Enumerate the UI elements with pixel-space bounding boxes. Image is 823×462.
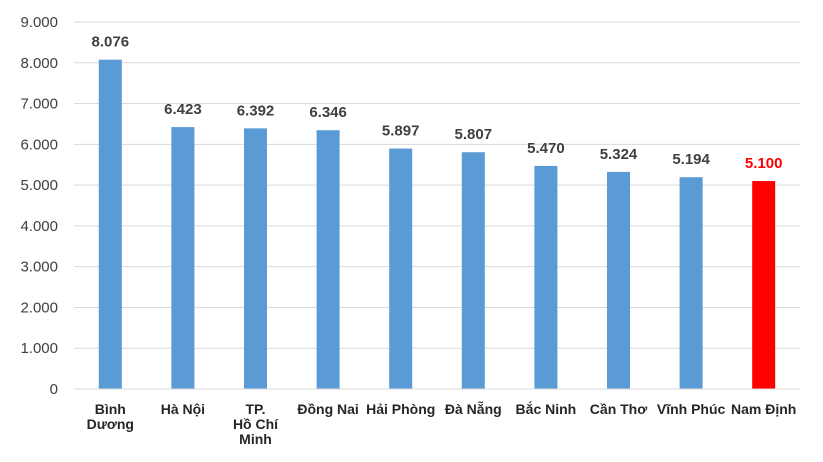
data-label: 5.470 xyxy=(527,140,565,157)
bar xyxy=(534,165,558,389)
x-tick-label: Bắc Ninh xyxy=(516,400,577,417)
bars xyxy=(98,59,776,390)
x-tick-label: Hà Nội xyxy=(161,401,205,417)
x-tick-label: Vĩnh Phúc xyxy=(657,401,726,417)
x-tick-label: Đà Nẵng xyxy=(445,400,502,417)
bar xyxy=(461,152,485,389)
y-tick-label: 0 xyxy=(50,381,58,398)
x-axis: Bình Dương Hà Nội TP. Hồ Chí Minh Đồng Nai Hải … xyxy=(74,388,800,447)
bar xyxy=(244,128,267,389)
bar xyxy=(752,181,776,389)
bar xyxy=(98,59,122,390)
data-label: 8.076 xyxy=(92,34,130,51)
y-tick-label: 9.000 xyxy=(20,14,58,31)
data-label: 5.100 xyxy=(745,155,783,172)
bar xyxy=(679,177,703,389)
x-tick-label: TP. Hồ Chí Minh xyxy=(233,401,279,447)
y-tick-label: 4.000 xyxy=(20,218,58,235)
bar xyxy=(316,130,340,389)
y-tick-label: 7.000 xyxy=(20,96,58,113)
x-tick-label: Hải Phòng xyxy=(366,401,435,417)
y-tick-label: 2.000 xyxy=(20,299,58,316)
data-label: 6.392 xyxy=(237,102,275,119)
x-tick-label: Bình Dương xyxy=(87,401,134,432)
data-label: 5.897 xyxy=(382,123,420,140)
y-tick-label: 3.000 xyxy=(20,259,58,276)
bar xyxy=(607,171,630,389)
bar xyxy=(389,148,413,389)
x-tick-label: Đồng Nai xyxy=(297,401,358,417)
x-tick-label: Nam Định xyxy=(731,401,796,417)
data-label: 6.423 xyxy=(164,101,202,118)
gridlines xyxy=(74,21,800,349)
data-label: 6.346 xyxy=(309,104,347,121)
data-label: 5.194 xyxy=(672,151,710,168)
data-labels: 8.076 6.423 6.392 6.346 5.897 5.807 5.470 5.324… xyxy=(92,34,783,172)
y-axis: 0 1.000 2.000 3.000 4.000 5.000 6.000 7.000 8.00… xyxy=(20,14,58,398)
y-tick-label: 8.000 xyxy=(20,55,58,72)
bar xyxy=(171,127,195,389)
y-tick-label: 5.000 xyxy=(20,177,58,194)
data-label: 5.807 xyxy=(455,126,493,143)
x-tick-label: Cần Thơ xyxy=(590,401,647,417)
data-label: 5.324 xyxy=(600,146,638,163)
y-tick-label: 1.000 xyxy=(20,340,58,357)
y-tick-label: 6.000 xyxy=(20,136,58,153)
